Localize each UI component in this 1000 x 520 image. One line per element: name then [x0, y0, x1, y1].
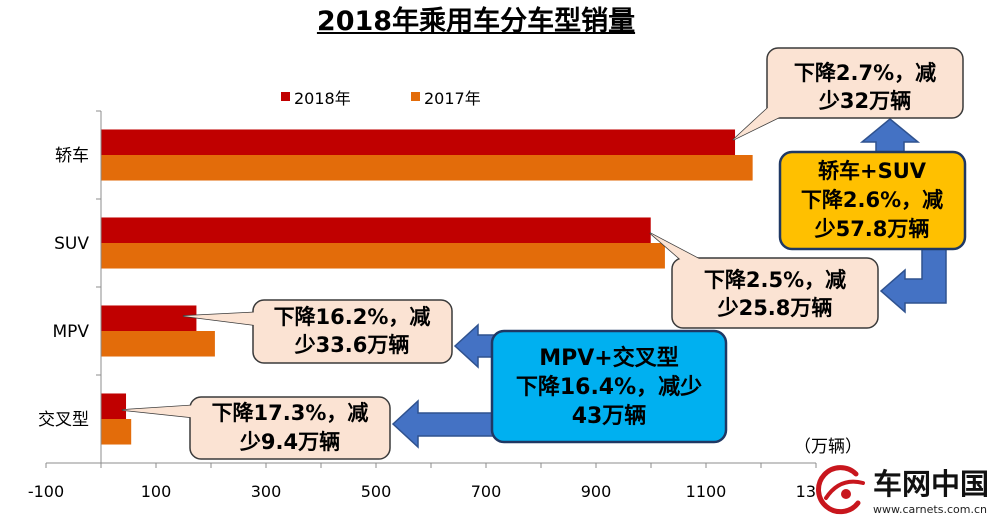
watermark: 车网中国 www.carnets.com.cn	[816, 465, 989, 516]
summary-line: 下降2.6%，减	[801, 188, 943, 212]
summary-box	[778, 150, 967, 251]
callout-box	[766, 47, 964, 119]
callout-box	[671, 257, 879, 329]
x-axis-unit-label: （万辆）	[794, 437, 862, 457]
x-tick-label: 300	[251, 482, 282, 501]
legend: 2018年 2017年	[281, 89, 481, 108]
summary-line: MPV+交叉型	[539, 345, 678, 371]
callout-box	[189, 396, 391, 460]
logo-ring	[816, 465, 861, 515]
legend-swatch-2017	[411, 92, 420, 101]
summary-line: 下降16.4%，减少	[516, 374, 702, 400]
connector-arrows	[391, 118, 947, 449]
watermark-brand: 车网中国	[873, 467, 989, 501]
carnets-logo-icon	[816, 465, 865, 515]
summary-box	[490, 329, 728, 444]
category-label: 轿车	[55, 146, 89, 166]
summary-line: 43万辆	[572, 403, 647, 429]
callout-mpv-change: 下降16.2%，减 少33.6万辆	[182, 299, 453, 364]
x-tick-label: 500	[361, 482, 392, 501]
callout-line: 下降2.7%，减	[794, 61, 936, 85]
callout-line: 少9.4万辆	[239, 430, 340, 454]
category-label: MPV	[52, 322, 89, 342]
bar-series-0-category-2	[101, 305, 197, 331]
logo-swoosh	[824, 479, 865, 500]
watermark-url: www.carnets.com.cn	[873, 503, 987, 516]
callout-line: 少25.8万辆	[717, 296, 833, 320]
callout-pointer-fill	[122, 405, 198, 418]
callout-line: 少33.6万辆	[294, 333, 410, 357]
bent-arrow-left-icon	[879, 239, 947, 314]
x-tick-label: 900	[581, 482, 612, 501]
legend-label-2018: 2018年	[294, 89, 351, 108]
legend-label-2017: 2017年	[424, 89, 481, 108]
category-label: SUV	[54, 234, 89, 254]
chart-title: 2018年乘用车分车型销量	[316, 6, 636, 37]
callout-line: 下降2.5%，减	[704, 268, 846, 292]
callout-line: 少32万辆	[818, 89, 911, 113]
bar-series-1-category-3	[101, 419, 132, 445]
bar-series-0-category-0	[101, 129, 736, 155]
callout-sedan-change: 下降2.7%，减 少32万辆	[732, 47, 964, 141]
summary-line: 少57.8万辆	[814, 217, 930, 241]
callout-pointer-fill	[733, 104, 790, 140]
summary-sedan-suv: 轿车+SUV 下降2.6%，减 少57.8万辆	[778, 150, 967, 251]
callout-suv-change: 下降2.5%，减 少25.8万辆	[649, 232, 879, 329]
bar-series-1-category-2	[101, 331, 215, 357]
bar-series-1-category-0	[101, 155, 753, 181]
bar-series-1-category-1	[101, 243, 665, 269]
summary-mpv-crossover: MPV+交叉型 下降16.4%，减少 43万辆	[490, 329, 728, 444]
callout-box	[252, 299, 453, 364]
callout-crossover-change: 下降17.3%，减 少9.4万辆	[121, 396, 391, 460]
callout-pointer-fill	[650, 233, 705, 266]
x-tick-label: -100	[28, 482, 64, 501]
logo-backdrop	[816, 468, 860, 512]
summary-line: 轿车+SUV	[818, 159, 927, 183]
callout-pointer-fill	[183, 312, 262, 326]
legend-swatch-2018	[281, 92, 290, 101]
logo-dot	[841, 489, 851, 499]
callout-line: 下降17.3%，减	[212, 401, 369, 425]
callout-line: 下降16.2%，减	[274, 305, 431, 329]
x-tick-label: 700	[471, 482, 502, 501]
arrow-left-icon	[391, 399, 501, 449]
x-tick-label: 100	[141, 482, 172, 501]
category-label: 交叉型	[38, 410, 89, 430]
bar-series-0-category-3	[101, 393, 127, 419]
bar-series-0-category-1	[101, 217, 651, 243]
x-tick-label: 1100	[686, 482, 727, 501]
